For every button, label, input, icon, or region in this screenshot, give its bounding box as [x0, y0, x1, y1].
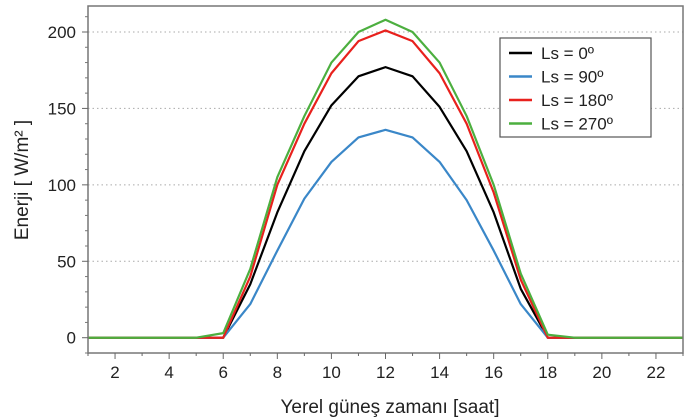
x-tick-label: 8: [273, 363, 282, 382]
grid: [88, 31, 683, 262]
legend-label: Ls = 270º: [541, 115, 613, 134]
y-axis-label: Enerji [ W/m² ]: [12, 120, 33, 240]
legend: Ls = 0º Ls = 90º Ls = 180º Ls = 270º: [499, 37, 652, 138]
x-tick-label: 12: [376, 363, 395, 382]
x-tick-label: 16: [484, 363, 503, 382]
x-tick-label: 10: [322, 363, 341, 382]
legend-label: Ls = 90º: [541, 68, 603, 87]
x-axis-label: Yerel güneş zamanı [saat]: [281, 397, 500, 418]
x-tick-label: 6: [218, 363, 227, 382]
x-tick-label: 4: [164, 363, 173, 382]
legend-box: [499, 37, 652, 138]
series-line: [88, 18, 683, 339]
y-tick-label: 50: [57, 252, 76, 271]
y-tick-label: 150: [48, 99, 76, 118]
series-line: [88, 128, 683, 339]
y-tick-label: 100: [48, 176, 76, 195]
axis-ticks: 0 50 100 150 200 2 4 6 8 10 12 14 16 18 20 22: [48, 16, 684, 382]
legend-label: Ls = 180º: [541, 91, 613, 110]
x-tick-label: 22: [646, 363, 665, 382]
x-tick-label: 2: [110, 363, 119, 382]
y-tick-label: 200: [48, 23, 76, 42]
x-tick-label: 18: [538, 363, 557, 382]
x-tick-label: 14: [430, 363, 449, 382]
x-tick-label: 20: [592, 363, 611, 382]
series-lines: [88, 18, 683, 339]
legend-label: Ls = 0º: [541, 44, 594, 63]
y-tick-label: 0: [67, 329, 76, 348]
